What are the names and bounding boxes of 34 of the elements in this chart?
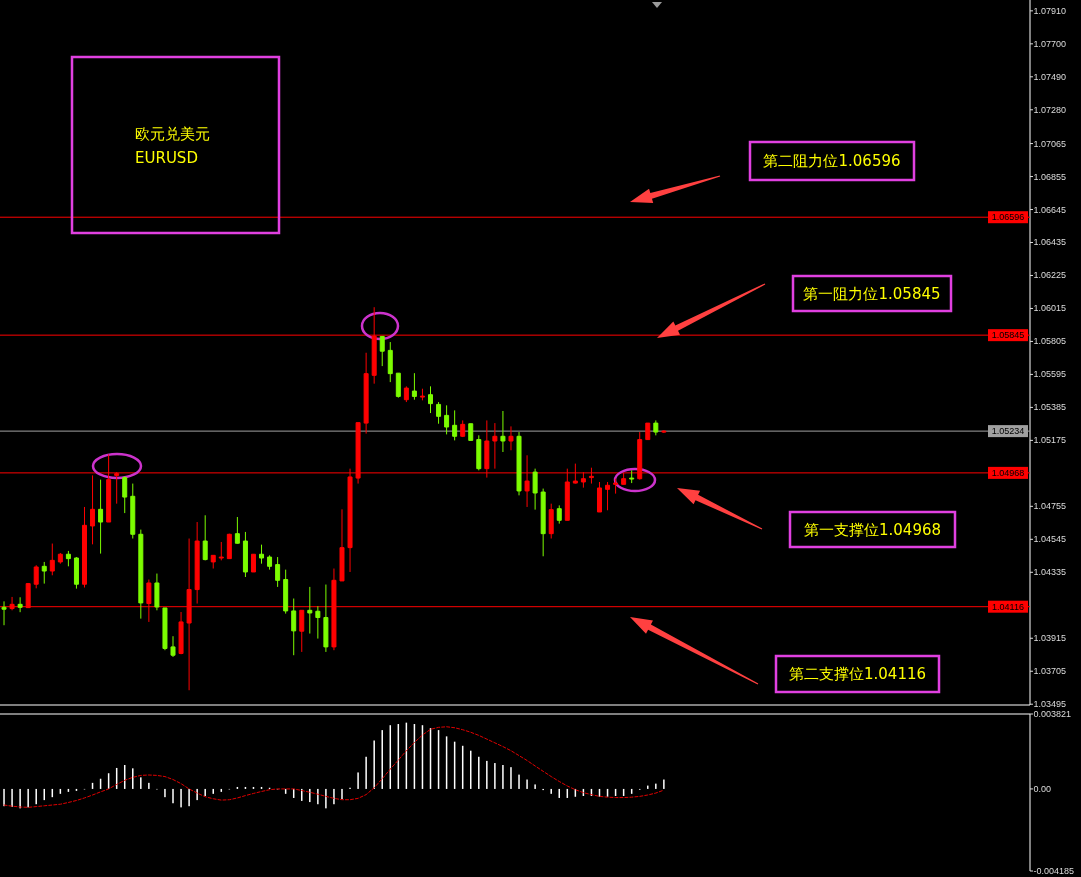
annotation: 第二支撑位1.04116 bbox=[788, 665, 927, 683]
y-tick-label: 1.03495 bbox=[1033, 699, 1067, 710]
y-tick-label: 1.07910 bbox=[1033, 5, 1067, 16]
annotation: 第二阻力位1.06596 bbox=[763, 152, 901, 170]
ref-line-label: 1.05845 bbox=[991, 330, 1025, 341]
ref-line-label: 1.04968 bbox=[991, 467, 1025, 478]
y-tick-label: 1.04755 bbox=[1033, 501, 1067, 512]
y-tick-label: 1.07065 bbox=[1033, 138, 1067, 149]
y-tick-label: 1.06435 bbox=[1033, 237, 1067, 248]
y-tick-label: 1.04335 bbox=[1033, 567, 1067, 578]
y-tick-label: 1.05385 bbox=[1033, 402, 1067, 413]
y-tick-label: 1.07700 bbox=[1033, 38, 1067, 49]
annotation: 第一支撑位1.04968 bbox=[803, 520, 942, 539]
y-tick-label: 0.00 bbox=[1033, 783, 1052, 794]
ref-line-label: 1.05234 bbox=[991, 426, 1025, 437]
ref-line-label: 1.04116 bbox=[992, 601, 1024, 612]
y-tick-label: 1.04545 bbox=[1033, 534, 1067, 545]
y-tick-label: 1.05805 bbox=[1033, 336, 1067, 347]
y-tick-label: 1.06015 bbox=[1033, 303, 1067, 314]
y-tick-label: 1.05595 bbox=[1033, 369, 1067, 380]
y-tick-label: 1.03705 bbox=[1033, 666, 1067, 677]
annotation: 第一阻力位1.05845 bbox=[803, 284, 941, 303]
text: EURUSD bbox=[135, 149, 198, 167]
y-tick-label: 0.003821 bbox=[1033, 709, 1072, 719]
y-tick-label: 1.03915 bbox=[1033, 633, 1067, 644]
y-tick-label: 1.06855 bbox=[1033, 171, 1067, 182]
text: 欧元兑美元 bbox=[135, 125, 210, 143]
y-tick-label: 1.06645 bbox=[1033, 204, 1067, 215]
ref-line-label: 1.06596 bbox=[991, 212, 1025, 223]
y-tick-label: 1.07490 bbox=[1033, 71, 1067, 82]
y-tick-label: -0.004185 bbox=[1033, 866, 1075, 876]
y-tick-label: 1.07280 bbox=[1033, 104, 1067, 115]
y-tick-label: 1.05175 bbox=[1033, 435, 1067, 446]
y-tick-label: 1.06225 bbox=[1033, 270, 1067, 281]
